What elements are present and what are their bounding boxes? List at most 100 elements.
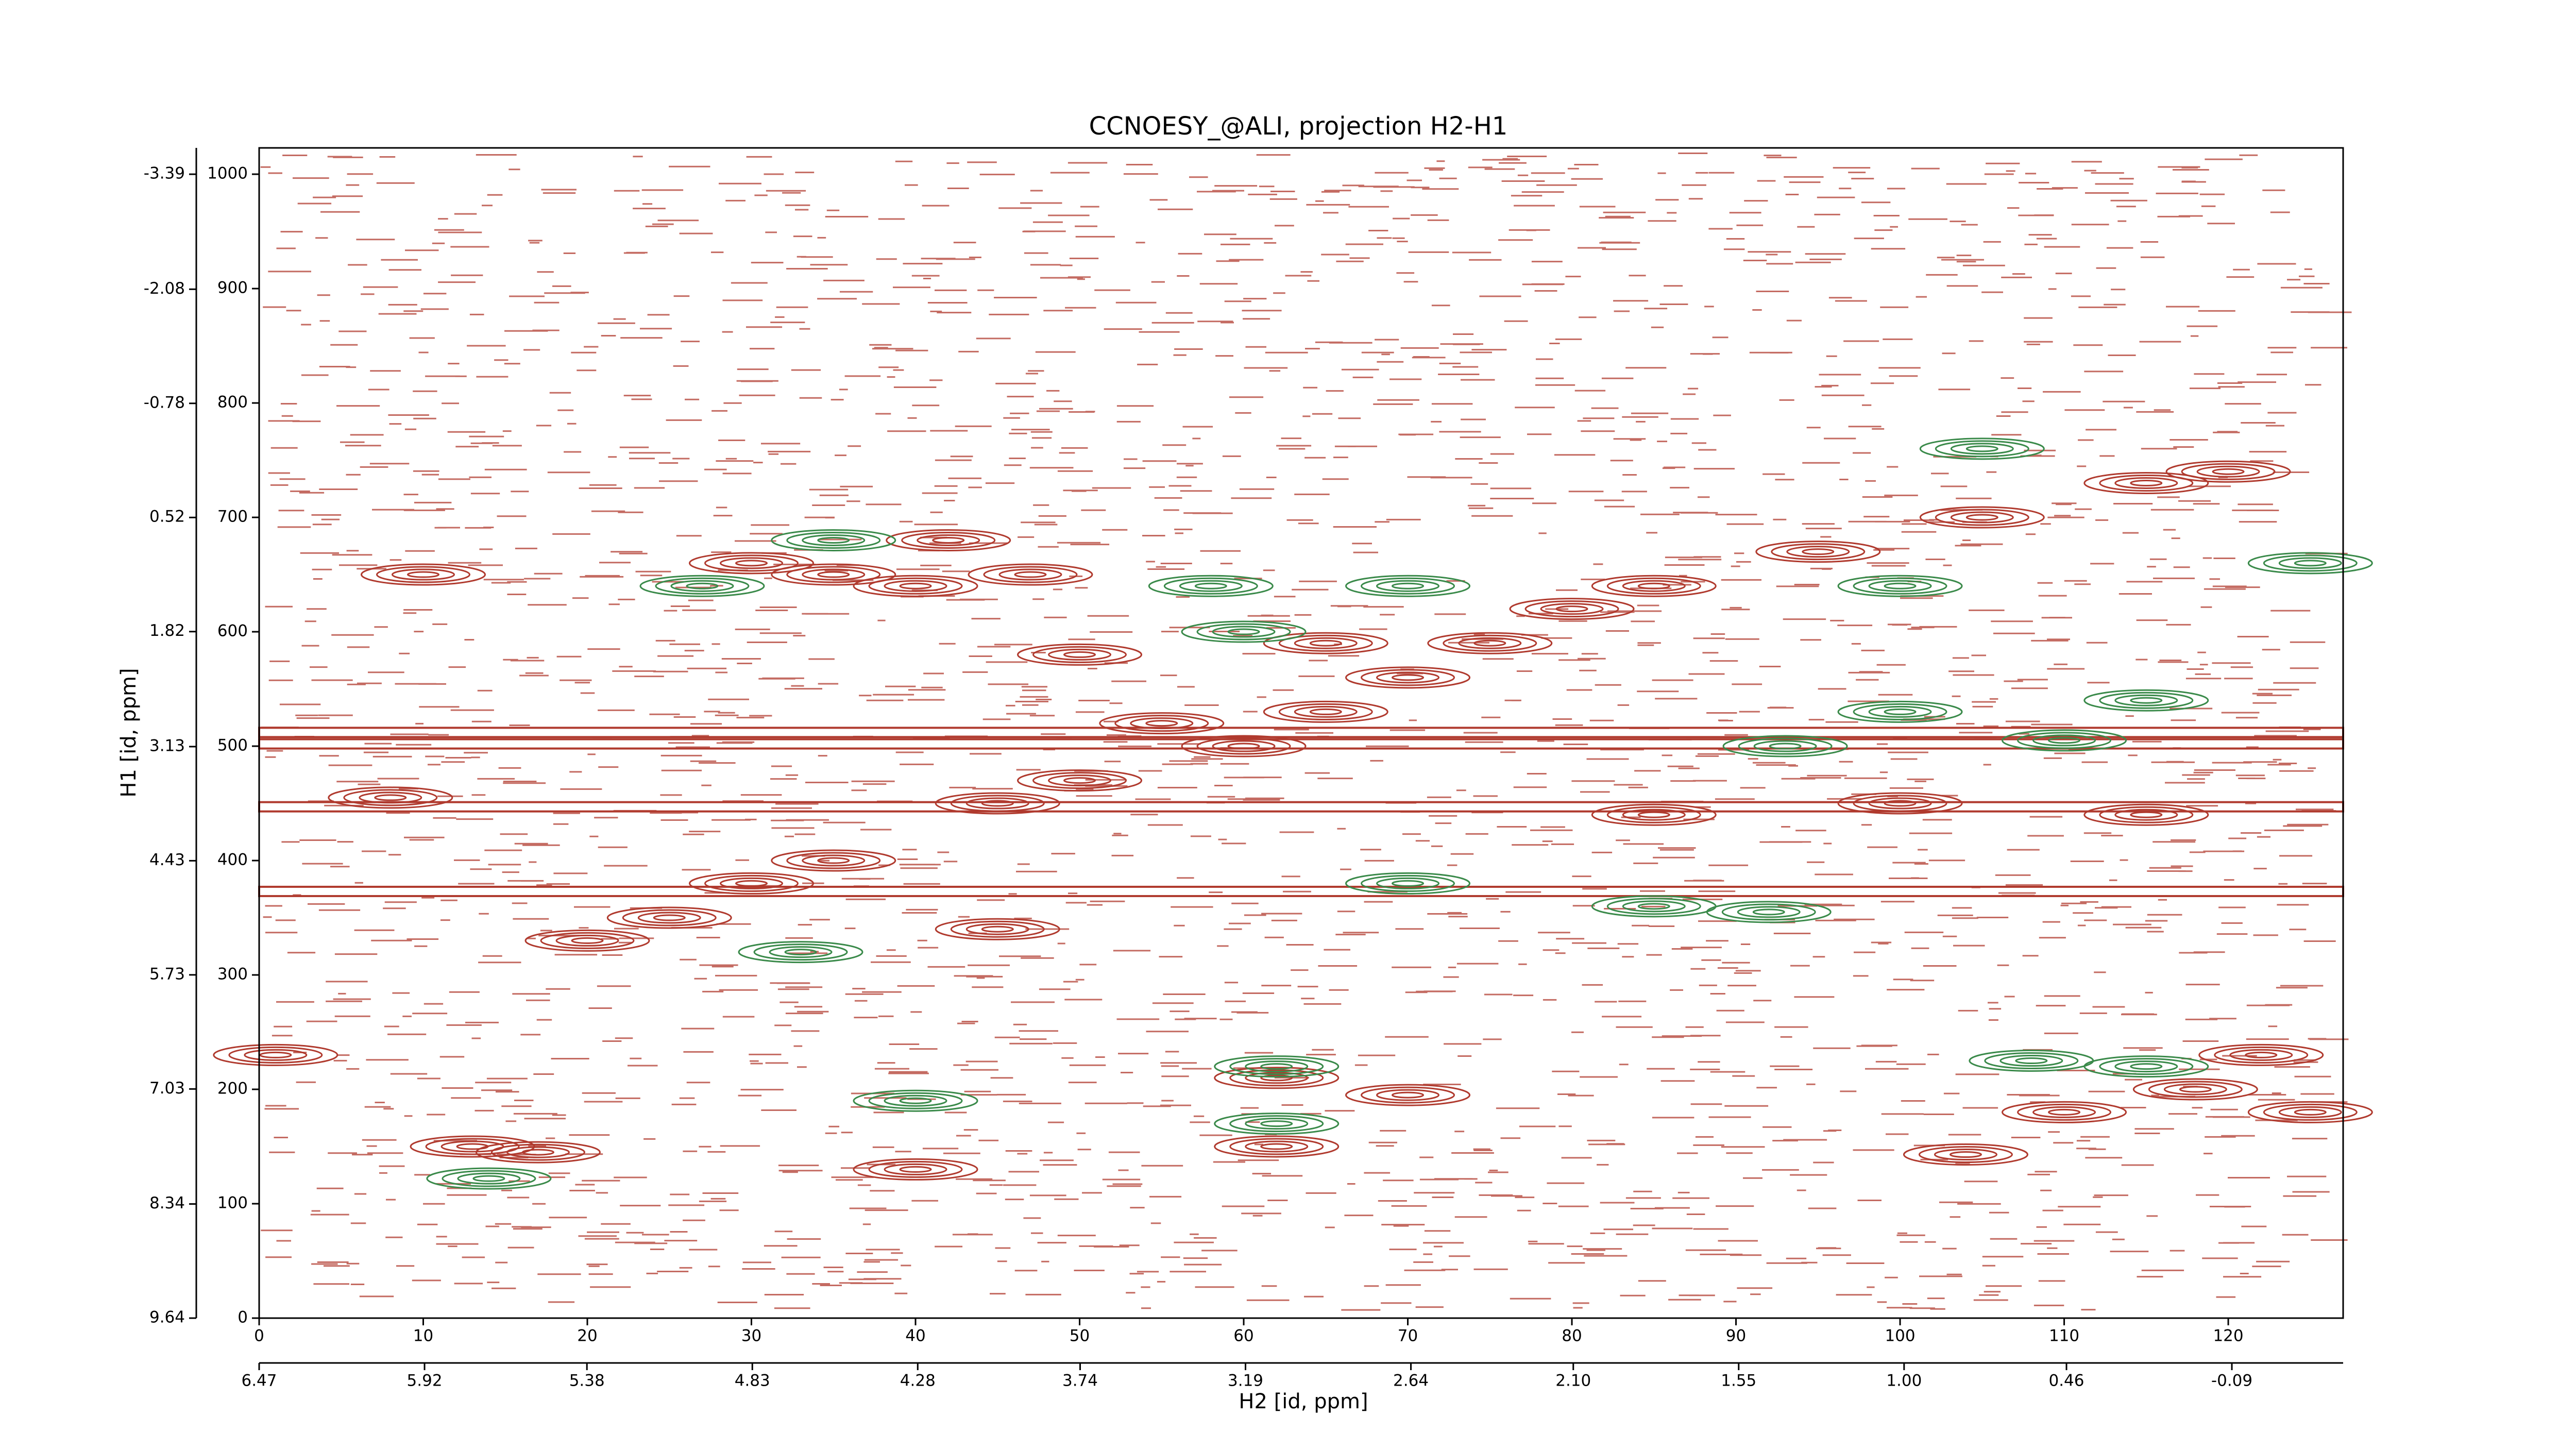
x-tick-label: 0 — [254, 1327, 264, 1345]
x2-tick-label: 4.83 — [735, 1372, 770, 1390]
peak-contour — [475, 1141, 601, 1164]
peak-contour — [738, 941, 863, 964]
y-tick-label: 100 — [217, 1194, 248, 1212]
x2-tick-label: 5.38 — [569, 1372, 605, 1390]
ridge — [258, 738, 2344, 750]
x-axis-label: H2 [id, ppm] — [1239, 1390, 1368, 1413]
y-tick-label: 800 — [217, 393, 248, 412]
peak-contour — [2247, 1101, 2373, 1123]
y-tick-label: 900 — [217, 279, 248, 297]
peak-contour — [1755, 541, 1881, 563]
peak-contour — [1181, 735, 1307, 757]
x-tick-label: 90 — [1726, 1327, 1746, 1345]
x-tick-label: 80 — [1562, 1327, 1582, 1345]
x2-tick-label: 6.47 — [241, 1372, 277, 1390]
x2-tick-label: -0.09 — [2211, 1372, 2252, 1390]
y2-tick-label: 5.73 — [149, 965, 185, 983]
x-tick-label: 30 — [741, 1327, 761, 1345]
y2-tick-label: 8.34 — [149, 1194, 185, 1212]
peak-contour — [1509, 598, 1635, 620]
x2-tick-label: 2.64 — [1393, 1372, 1429, 1390]
y2-tick-label: 1.82 — [149, 621, 185, 640]
peak-contour — [689, 872, 815, 895]
peak-contour — [1345, 1084, 1471, 1106]
y-tick-label: 600 — [217, 622, 248, 641]
peak-contour — [2083, 1055, 2209, 1078]
peak-contour — [1345, 872, 1471, 895]
peak-contour — [1214, 1135, 1340, 1158]
x-tick-label: 20 — [577, 1327, 597, 1345]
y-axis-label: H1 [id, ppm] — [117, 668, 141, 797]
y-tick-label: 400 — [217, 851, 248, 869]
peak-contour — [1263, 700, 1388, 723]
peak-contour — [1181, 620, 1307, 643]
peak-contour — [1345, 666, 1471, 689]
peak-contour — [1591, 803, 1717, 826]
peak-contour — [410, 1135, 535, 1158]
peak-contour — [1214, 1055, 1340, 1078]
y-tick-label: 300 — [217, 965, 248, 984]
peak-contour — [771, 563, 896, 586]
x-tick-label: 120 — [2213, 1327, 2243, 1345]
peak-contour — [639, 575, 765, 597]
peak-contour — [1591, 575, 1717, 597]
noise-texture — [260, 153, 2352, 1311]
y2-tick-label: -2.08 — [144, 279, 185, 298]
x2-tick-label: 3.74 — [1062, 1372, 1098, 1390]
peak-contour — [1722, 735, 1848, 757]
peak-contour — [1263, 632, 1388, 654]
peak-contour — [1837, 792, 1963, 815]
x-tick-label: 110 — [2049, 1327, 2079, 1345]
x-tick-label: 70 — [1398, 1327, 1418, 1345]
y2-tick-label: 3.13 — [149, 736, 185, 755]
peak-contour — [771, 529, 896, 551]
peak-contour — [1837, 700, 1963, 723]
peak-contour — [2198, 1043, 2324, 1066]
peak-contour — [2002, 1101, 2127, 1123]
x-tick-label: 60 — [1233, 1327, 1253, 1345]
y-tick-label: 0 — [238, 1308, 248, 1327]
peak-contour — [689, 552, 815, 575]
peak-contour — [1837, 575, 1963, 597]
peak-contour — [935, 918, 1060, 940]
y2-tick-label: 0.52 — [149, 508, 185, 526]
peak-contour — [524, 929, 650, 952]
y-tick-label: 500 — [217, 736, 248, 755]
ridge — [258, 801, 2344, 813]
x2-tick-label: 0.46 — [2048, 1372, 2084, 1390]
plot-area — [213, 153, 2373, 1311]
peak-contour — [1148, 575, 1274, 597]
peak-contour — [1969, 1050, 2094, 1072]
plot-frame — [258, 147, 2344, 1319]
peak-contour — [2002, 729, 2127, 752]
x2-tick-label: 5.92 — [407, 1372, 443, 1390]
peak-contour — [2083, 689, 2209, 712]
x2-tick-label: 2.10 — [1555, 1372, 1591, 1390]
peak-contour — [1345, 575, 1471, 597]
peak-contour — [853, 1089, 978, 1112]
peak-contour — [1427, 632, 1553, 654]
y-tick-label: 700 — [217, 508, 248, 526]
peak-contour — [426, 1167, 552, 1190]
peak-contour — [328, 786, 453, 809]
peak-contour — [1214, 1067, 1340, 1089]
peak-contour — [853, 1158, 978, 1181]
peak-contour — [2247, 552, 2373, 575]
x2-tick-label: 1.55 — [1721, 1372, 1756, 1390]
y2-tick-label: -0.78 — [144, 393, 185, 412]
peak-contour — [771, 849, 896, 872]
peak-contour — [2165, 460, 2291, 483]
peak-contour — [2132, 1078, 2258, 1101]
peak-contour — [1017, 643, 1143, 666]
peak-contour — [1919, 506, 2045, 529]
peak-contour — [2083, 471, 2209, 494]
peak-contour — [1017, 769, 1143, 792]
y2-tick-label: -3.39 — [144, 164, 185, 183]
y2-tick-label: 7.03 — [149, 1079, 185, 1098]
x-tick-label: 50 — [1070, 1327, 1090, 1345]
y2-tick-label: 4.43 — [149, 851, 185, 869]
peak-contour — [1706, 901, 1832, 923]
x2-tick-label: 1.00 — [1886, 1372, 1922, 1390]
x2-tick-label: 4.28 — [900, 1372, 936, 1390]
